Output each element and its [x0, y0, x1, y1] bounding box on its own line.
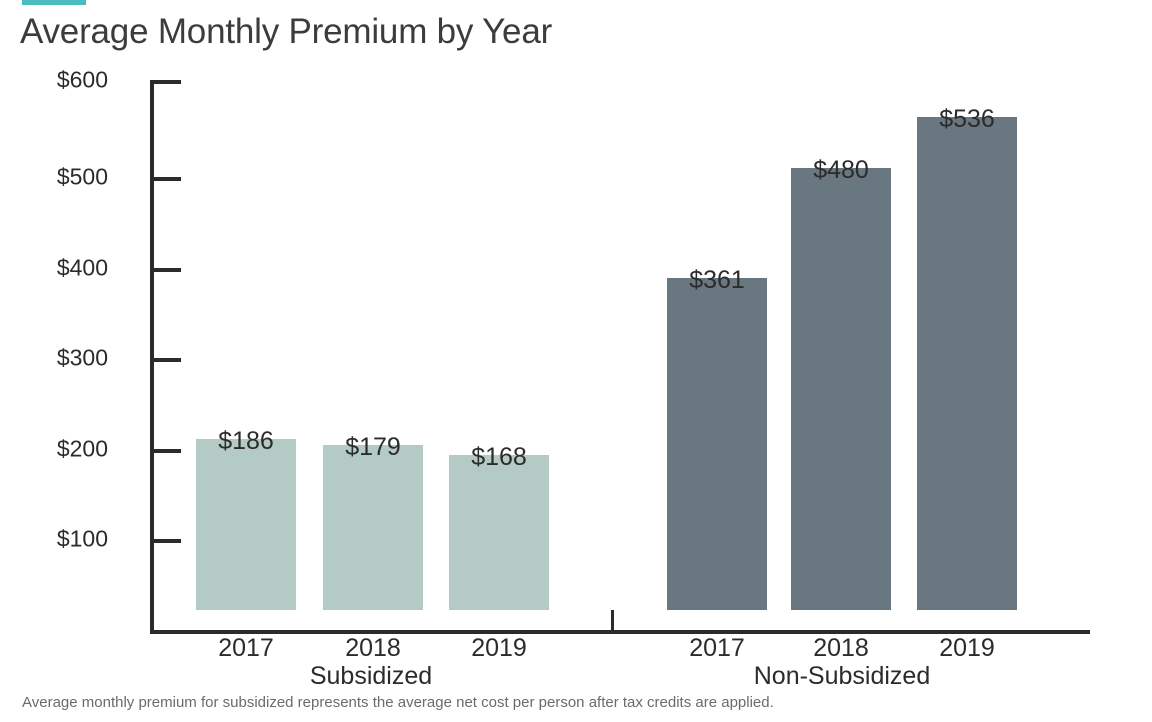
- group-divider-tick: [611, 610, 614, 631]
- y-tick-600: [152, 80, 181, 84]
- y-axis-label-100: $100: [56, 525, 108, 552]
- y-axis-label-200: $200: [56, 435, 108, 462]
- x-axis-label-subsidized-2017: 2017: [218, 634, 274, 662]
- x-axis-label-subsidized-2019: 2019: [471, 634, 527, 662]
- bar-nonsubsidized-2019[interactable]: [917, 116, 1017, 610]
- bar-value-subsidized-2019: $168: [471, 443, 527, 472]
- bar-value-nonsubsidized-2019: $536: [939, 104, 995, 133]
- bar-nonsubsidized-2017[interactable]: [667, 277, 767, 610]
- y-axis-label-400: $400: [56, 254, 108, 281]
- bar-subsidized-2018[interactable]: [323, 445, 423, 610]
- bar-value-nonsubsidized-2018: $480: [813, 156, 869, 185]
- footnote: Average monthly premium for subsidized r…: [22, 694, 774, 711]
- y-axis-line: [150, 80, 154, 634]
- y-tick-400: [152, 268, 181, 272]
- x-axis-label-nonsubsidized-2017: 2017: [689, 634, 745, 662]
- bar-subsidized-2017[interactable]: [196, 438, 296, 610]
- x-axis-line: [150, 630, 1090, 634]
- y-axis-label-500: $500: [56, 163, 108, 190]
- y-tick-200: [152, 449, 181, 453]
- bar-nonsubsidized-2018[interactable]: [791, 168, 891, 610]
- accent-bar: [22, 0, 86, 5]
- x-axis-label-nonsubsidized-2019: 2019: [939, 634, 995, 662]
- chart-plot-area: $600 $500 $400 $300 $200 $100 $186 2017 …: [56, 66, 1090, 690]
- y-tick-500: [152, 177, 181, 181]
- x-axis-label-nonsubsidized-2018: 2018: [813, 634, 869, 662]
- bar-value-subsidized-2018: $179: [345, 433, 401, 462]
- y-axis-label-600: $600: [56, 66, 108, 93]
- bar-value-subsidized-2017: $186: [218, 426, 274, 455]
- y-tick-100: [152, 539, 181, 543]
- group-label-non-subsidized: Non-Subsidized: [753, 662, 931, 690]
- page-title: Average Monthly Premium by Year: [20, 12, 553, 51]
- group-label-subsidized: Subsidized: [309, 662, 433, 690]
- bar-value-nonsubsidized-2017: $361: [689, 265, 745, 294]
- bar-subsidized-2019[interactable]: [449, 455, 549, 610]
- y-tick-300: [152, 358, 181, 362]
- x-axis-label-subsidized-2018: 2018: [345, 634, 401, 662]
- y-axis-label-300: $300: [56, 344, 108, 371]
